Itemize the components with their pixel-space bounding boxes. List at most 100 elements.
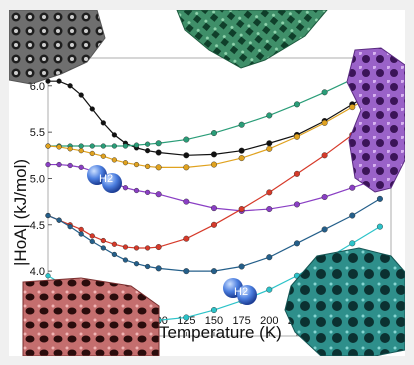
data-point xyxy=(111,241,117,247)
data-point xyxy=(78,164,84,170)
data-point xyxy=(210,151,217,158)
data-point xyxy=(144,263,151,270)
figure-panel: 3.54.04.55.05.56.0 100125150175200225 H2… xyxy=(9,10,405,356)
data-point xyxy=(155,164,162,171)
data-point xyxy=(266,145,273,152)
data-point xyxy=(155,244,162,251)
data-point xyxy=(89,238,95,245)
series-2 xyxy=(45,62,383,149)
data-point xyxy=(183,198,190,205)
data-point xyxy=(266,189,273,196)
data-point xyxy=(155,191,162,198)
data-point xyxy=(183,235,190,242)
x-tick-label: 200 xyxy=(260,315,278,327)
data-point xyxy=(238,121,245,128)
y-tick-label: 4.5 xyxy=(30,220,45,232)
data-point xyxy=(210,268,217,275)
data-point xyxy=(321,119,328,126)
y-axis-label: |HoA| (kJ/mol) xyxy=(11,159,30,266)
data-point xyxy=(133,161,140,168)
data-point xyxy=(67,162,73,169)
data-point xyxy=(238,263,245,270)
series-6 xyxy=(45,195,383,275)
data-point xyxy=(122,257,129,263)
data-point xyxy=(100,120,106,126)
data-point xyxy=(78,143,84,149)
data-point xyxy=(266,286,273,293)
h2-label-lower: H2 xyxy=(234,286,248,298)
data-point xyxy=(210,221,217,228)
y-tick-label: 6.0 xyxy=(30,81,45,93)
data-point xyxy=(133,142,140,148)
data-point xyxy=(45,78,51,84)
data-point xyxy=(210,205,217,212)
data-point xyxy=(376,223,383,230)
data-point xyxy=(210,307,217,314)
data-point xyxy=(144,141,151,147)
data-point xyxy=(78,148,84,154)
data-point xyxy=(67,146,73,152)
data-point xyxy=(144,245,151,251)
x-tick-label: 175 xyxy=(232,315,250,327)
data-point xyxy=(144,163,151,170)
data-point xyxy=(45,212,51,219)
data-point xyxy=(321,89,328,96)
data-point xyxy=(321,193,328,200)
data-point xyxy=(89,106,95,112)
data-point xyxy=(349,240,356,247)
data-point xyxy=(183,152,190,159)
h2-molecule-icon-upper: H2 xyxy=(87,165,122,193)
data-point xyxy=(349,212,356,219)
data-point xyxy=(183,268,190,275)
x-tick-label: 150 xyxy=(205,315,223,327)
data-point xyxy=(238,155,245,162)
data-point xyxy=(238,206,245,213)
data-point xyxy=(293,133,300,140)
data-point xyxy=(78,226,84,233)
data-point xyxy=(349,184,356,191)
h2-label-upper: H2 xyxy=(99,173,113,185)
data-point xyxy=(293,101,300,108)
data-point xyxy=(238,147,245,154)
data-point xyxy=(210,130,217,137)
mof-red-structure xyxy=(22,277,160,356)
data-point xyxy=(155,140,162,147)
data-point xyxy=(89,150,95,157)
data-point xyxy=(100,245,106,251)
data-point xyxy=(89,233,95,239)
data-point xyxy=(266,206,273,213)
data-point xyxy=(67,83,73,89)
data-point xyxy=(100,237,106,244)
data-point xyxy=(78,92,84,98)
data-point xyxy=(155,149,162,156)
data-point xyxy=(67,224,73,230)
data-point xyxy=(183,314,190,321)
y-axis-ticks: 3.54.04.55.05.56.0 xyxy=(30,81,52,324)
data-point xyxy=(144,189,151,195)
data-point xyxy=(122,143,129,149)
x-axis-label: Temperature (K) xyxy=(159,323,282,342)
plot-frame xyxy=(47,57,392,337)
y-tick-label: 5.0 xyxy=(30,173,45,185)
data-point xyxy=(111,143,117,149)
data-point xyxy=(111,251,117,258)
hoa-temperature-chart: 3.54.04.55.05.56.0 100125150175200225 H2… xyxy=(9,10,405,356)
data-point xyxy=(45,273,51,279)
data-point xyxy=(266,254,273,261)
data-point xyxy=(155,265,162,272)
y-tick-label: 5.5 xyxy=(30,127,45,139)
data-point xyxy=(293,201,300,208)
data-point xyxy=(321,226,328,233)
mof-gray-structure xyxy=(9,10,106,85)
data-point xyxy=(56,144,62,150)
data-point xyxy=(100,153,106,159)
data-point xyxy=(100,143,106,149)
data-point xyxy=(122,160,129,166)
series-line xyxy=(48,80,381,156)
data-point xyxy=(111,157,117,163)
data-point xyxy=(321,152,328,159)
data-point xyxy=(293,240,300,247)
data-point xyxy=(122,244,129,250)
data-point xyxy=(183,164,190,171)
data-point xyxy=(183,136,190,143)
